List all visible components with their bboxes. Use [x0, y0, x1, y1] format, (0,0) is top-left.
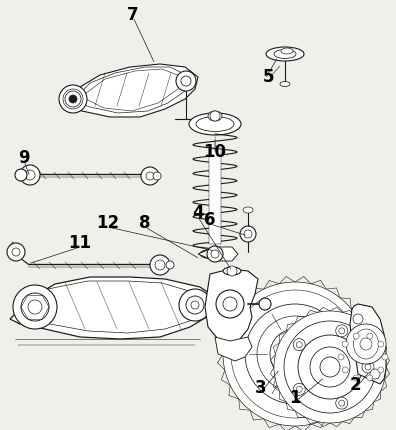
Circle shape: [298, 335, 362, 399]
Circle shape: [367, 375, 373, 381]
Ellipse shape: [200, 249, 230, 259]
Circle shape: [310, 347, 350, 387]
Text: 11: 11: [69, 233, 91, 252]
Circle shape: [296, 387, 302, 393]
Circle shape: [28, 300, 42, 314]
Circle shape: [370, 369, 380, 379]
Circle shape: [354, 332, 378, 356]
Circle shape: [12, 249, 20, 256]
Polygon shape: [209, 150, 221, 244]
Circle shape: [240, 227, 256, 243]
Circle shape: [191, 301, 199, 309]
Circle shape: [141, 168, 159, 186]
Circle shape: [336, 325, 348, 337]
Circle shape: [365, 364, 371, 370]
Circle shape: [146, 172, 154, 181]
Circle shape: [244, 230, 252, 239]
Circle shape: [13, 286, 57, 329]
Ellipse shape: [274, 50, 296, 59]
Circle shape: [353, 375, 359, 381]
Circle shape: [353, 314, 363, 324]
Circle shape: [270, 329, 320, 379]
Text: 12: 12: [97, 214, 120, 231]
Circle shape: [20, 166, 40, 186]
Text: 3: 3: [255, 378, 267, 396]
Circle shape: [353, 333, 359, 339]
Circle shape: [223, 283, 367, 426]
Ellipse shape: [243, 208, 253, 214]
Circle shape: [65, 92, 81, 108]
Circle shape: [179, 289, 211, 321]
Ellipse shape: [166, 261, 174, 269]
Circle shape: [25, 171, 35, 181]
Text: 10: 10: [204, 143, 227, 161]
Ellipse shape: [354, 329, 379, 359]
Circle shape: [367, 333, 373, 339]
Ellipse shape: [266, 48, 304, 62]
Circle shape: [15, 169, 27, 181]
Circle shape: [362, 361, 374, 373]
Circle shape: [59, 86, 87, 114]
Text: 6: 6: [204, 211, 216, 228]
Circle shape: [186, 296, 204, 314]
Circle shape: [181, 77, 191, 87]
Text: 4: 4: [192, 203, 204, 221]
Polygon shape: [350, 304, 386, 384]
Circle shape: [284, 321, 376, 413]
Circle shape: [176, 72, 196, 92]
Ellipse shape: [280, 82, 290, 87]
Text: 2: 2: [349, 375, 361, 393]
Circle shape: [21, 293, 49, 321]
Circle shape: [231, 290, 359, 418]
Circle shape: [216, 290, 244, 318]
Ellipse shape: [189, 114, 241, 136]
Circle shape: [257, 316, 333, 392]
Circle shape: [342, 367, 348, 373]
Circle shape: [69, 96, 77, 104]
Circle shape: [210, 112, 220, 122]
Circle shape: [150, 255, 170, 275]
Circle shape: [293, 339, 305, 351]
Text: 7: 7: [127, 6, 139, 24]
Circle shape: [378, 341, 384, 347]
Ellipse shape: [281, 49, 293, 55]
Circle shape: [336, 397, 348, 409]
Polygon shape: [65, 65, 198, 118]
Ellipse shape: [223, 267, 241, 275]
Circle shape: [211, 250, 219, 258]
Ellipse shape: [208, 112, 222, 122]
Circle shape: [155, 261, 165, 270]
Circle shape: [281, 340, 309, 368]
Circle shape: [378, 367, 384, 373]
Circle shape: [223, 297, 237, 311]
Circle shape: [339, 328, 345, 334]
Circle shape: [245, 304, 345, 404]
Circle shape: [274, 311, 386, 423]
Text: 9: 9: [18, 149, 30, 166]
Circle shape: [7, 243, 25, 261]
Circle shape: [360, 338, 372, 350]
Circle shape: [346, 324, 386, 364]
Polygon shape: [205, 269, 258, 344]
Text: 8: 8: [139, 214, 151, 231]
Text: 5: 5: [262, 68, 274, 86]
Circle shape: [382, 354, 388, 360]
Circle shape: [338, 354, 344, 360]
Circle shape: [339, 400, 345, 406]
Polygon shape: [10, 277, 218, 339]
Ellipse shape: [153, 172, 161, 181]
Ellipse shape: [196, 117, 234, 132]
Circle shape: [227, 266, 237, 276]
Circle shape: [293, 384, 305, 396]
Circle shape: [296, 342, 302, 348]
Text: 1: 1: [289, 388, 301, 406]
Circle shape: [259, 298, 271, 310]
Circle shape: [207, 246, 223, 262]
Circle shape: [320, 357, 340, 377]
Polygon shape: [215, 337, 252, 361]
Polygon shape: [198, 247, 238, 261]
Circle shape: [342, 341, 348, 347]
